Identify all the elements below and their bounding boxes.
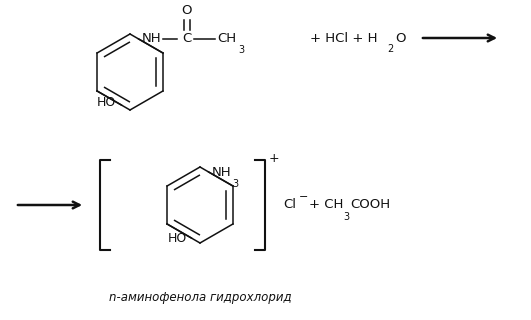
Text: 3: 3 — [238, 45, 245, 55]
Text: 2: 2 — [387, 44, 393, 54]
Text: COOH: COOH — [350, 198, 390, 212]
Text: O: O — [395, 31, 406, 44]
Text: HO: HO — [97, 97, 116, 109]
Text: HO: HO — [168, 231, 187, 244]
Text: NH: NH — [142, 33, 161, 45]
Text: CH: CH — [218, 31, 237, 44]
Text: C: C — [182, 33, 191, 45]
Text: O: O — [182, 4, 192, 18]
Text: + CH: + CH — [309, 198, 344, 212]
Text: + HCl + H: + HCl + H — [310, 31, 378, 44]
Text: n-аминофенола гидрохлорид: n-аминофенола гидрохлорид — [109, 292, 292, 305]
Text: 3: 3 — [233, 179, 239, 189]
Text: −: − — [299, 192, 309, 202]
Text: NH: NH — [212, 166, 232, 180]
Text: Cl: Cl — [283, 198, 296, 212]
Text: 3: 3 — [343, 212, 349, 222]
Text: +: + — [269, 151, 280, 164]
